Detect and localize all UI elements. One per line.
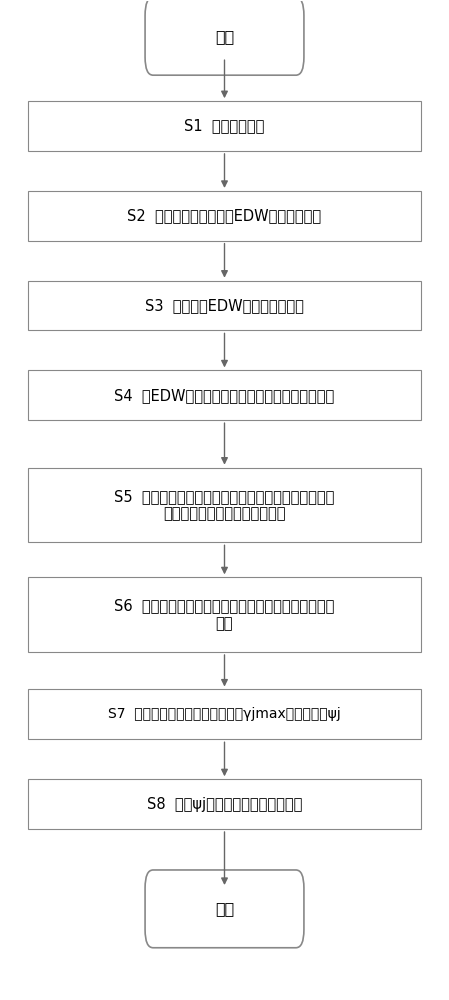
Text: S5  记录相同长度区域内积分结果最大的区域，以及所
述函数在所述区域内积分的结果: S5 记录相同长度区域内积分结果最大的区域，以及所 述函数在所述区域内积分的结果	[114, 489, 335, 521]
Bar	[28, 101, 421, 151]
Text: S3  分段拟合EDW角度及幅度数据: S3 分段拟合EDW角度及幅度数据	[145, 298, 304, 313]
Bar	[28, 191, 421, 241]
Text: S1  执行初始扫描: S1 执行初始扫描	[184, 119, 265, 134]
Text: S8  根据ψj确定扇扫中心与扇扫范围: S8 根据ψj确定扇扫中心与扇扫范围	[147, 797, 302, 812]
Bar	[28, 779, 421, 829]
Text: S2  记录重点观测目标的EDW角度幅度数据: S2 记录重点观测目标的EDW角度幅度数据	[128, 208, 321, 223]
Bar	[28, 468, 421, 542]
Text: 结束: 结束	[215, 901, 234, 916]
Bar	[28, 577, 421, 652]
FancyBboxPatch shape	[145, 870, 304, 948]
Text: 开始: 开始	[215, 29, 234, 44]
Bar	[28, 370, 421, 420]
FancyBboxPatch shape	[145, 0, 304, 75]
Bar	[28, 689, 421, 739]
Text: S4  对EDW角度幅度函数在不同的整数区域内积分: S4 对EDW角度幅度函数在不同的整数区域内积分	[114, 388, 335, 403]
Text: S7  选择与所述的预期值最接近的γjmax及其对应的ψj: S7 选择与所述的预期值最接近的γjmax及其对应的ψj	[108, 707, 341, 721]
Bar	[28, 281, 421, 330]
Text: S6  根据当前扫描周期的扫描结果的角度及幅度估计预
期值: S6 根据当前扫描周期的扫描结果的角度及幅度估计预 期值	[114, 598, 335, 631]
